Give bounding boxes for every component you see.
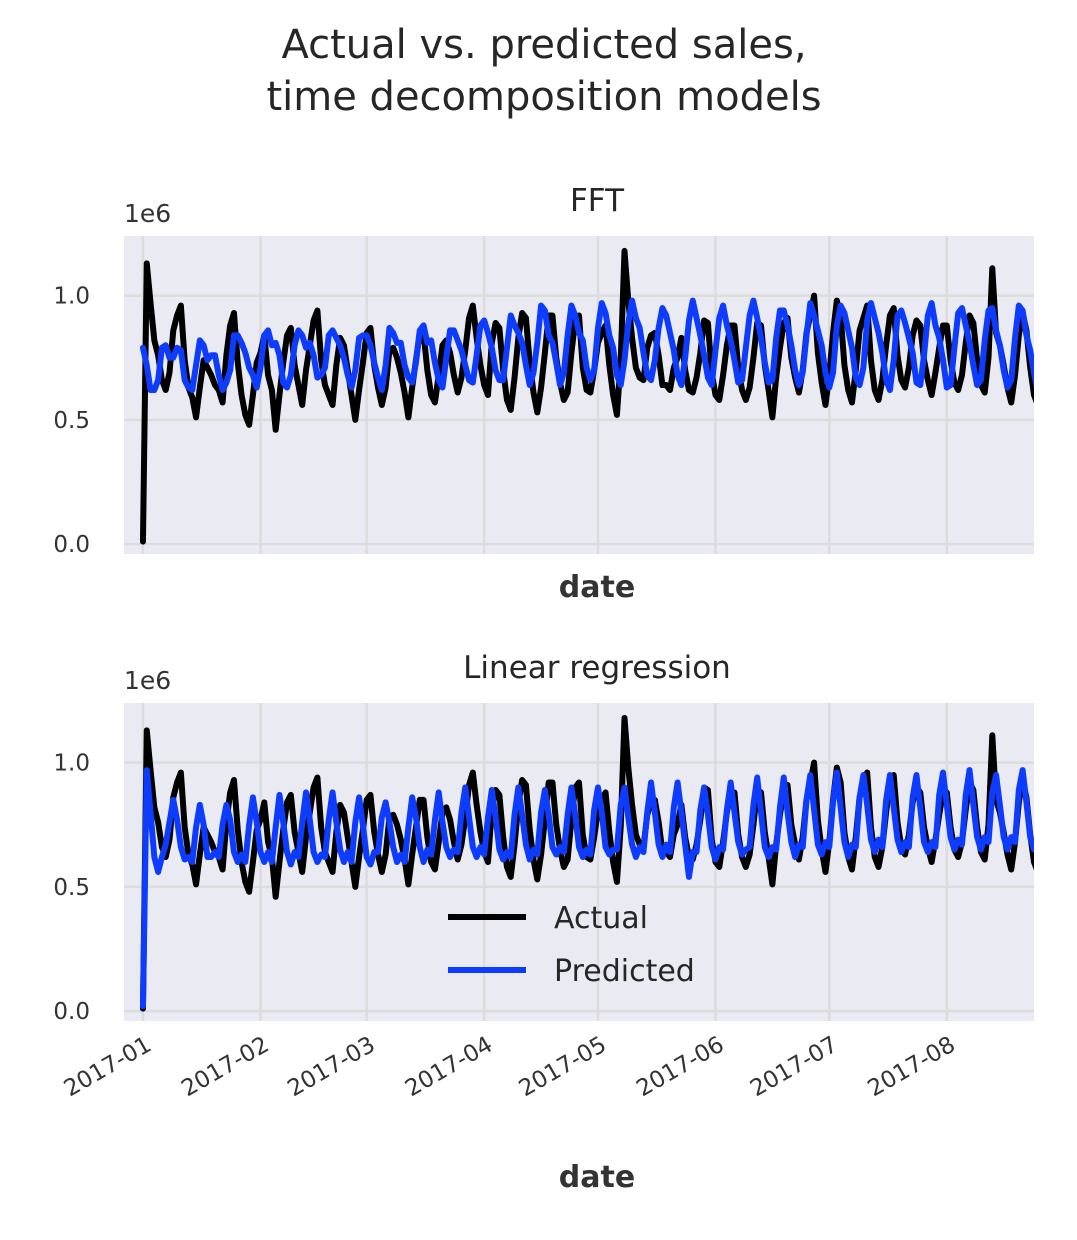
x-tick-label: 2017-01 bbox=[60, 1032, 156, 1103]
x-tick-label: 2017-05 bbox=[515, 1032, 611, 1103]
y-tick-label: 0.5 bbox=[53, 408, 90, 434]
series-line-actual bbox=[139, 714, 1034, 1012]
y-tick-label: 0.5 bbox=[53, 875, 90, 901]
y-tick-label: 0.0 bbox=[53, 532, 90, 558]
x-tick-label: 2017-07 bbox=[746, 1032, 842, 1103]
y-offset-label: 1e6 bbox=[124, 666, 171, 695]
x-axis-label: date bbox=[559, 570, 635, 605]
panel-title: Linear regression bbox=[463, 650, 731, 686]
x-tick-label: 2017-04 bbox=[401, 1032, 497, 1103]
series-line-predicted bbox=[139, 297, 1034, 394]
series-line-predicted bbox=[139, 767, 1034, 1010]
x-tick-label: 2017-06 bbox=[632, 1032, 728, 1103]
y-tick-label: 0.0 bbox=[53, 999, 90, 1025]
legend-label-predicted: Predicted bbox=[554, 954, 695, 989]
y-offset-label: 1e6 bbox=[124, 199, 171, 228]
x-tick-label: 2017-08 bbox=[864, 1032, 960, 1103]
linear-regression-panel: 0.0 0.5 1.0 2017-01 2017-02 2017-03 2017-04 201… bbox=[53, 650, 1034, 1195]
figure-title-line-2: time decomposition models bbox=[266, 74, 821, 120]
figure-title-line-1: Actual vs. predicted sales, bbox=[281, 22, 806, 68]
legend-label-actual: Actual bbox=[554, 901, 648, 936]
y-tick-label: 1.0 bbox=[53, 751, 90, 777]
fft-panel: 0.0 0.5 1.0 1e6 FFT date bbox=[53, 183, 1034, 605]
x-axis-label: date bbox=[559, 1160, 635, 1195]
y-tick-label: 1.0 bbox=[53, 284, 90, 310]
x-tick-label: 2017-02 bbox=[177, 1032, 273, 1103]
x-tick-label: 2017-03 bbox=[283, 1032, 379, 1103]
panel-title: FFT bbox=[570, 183, 625, 219]
